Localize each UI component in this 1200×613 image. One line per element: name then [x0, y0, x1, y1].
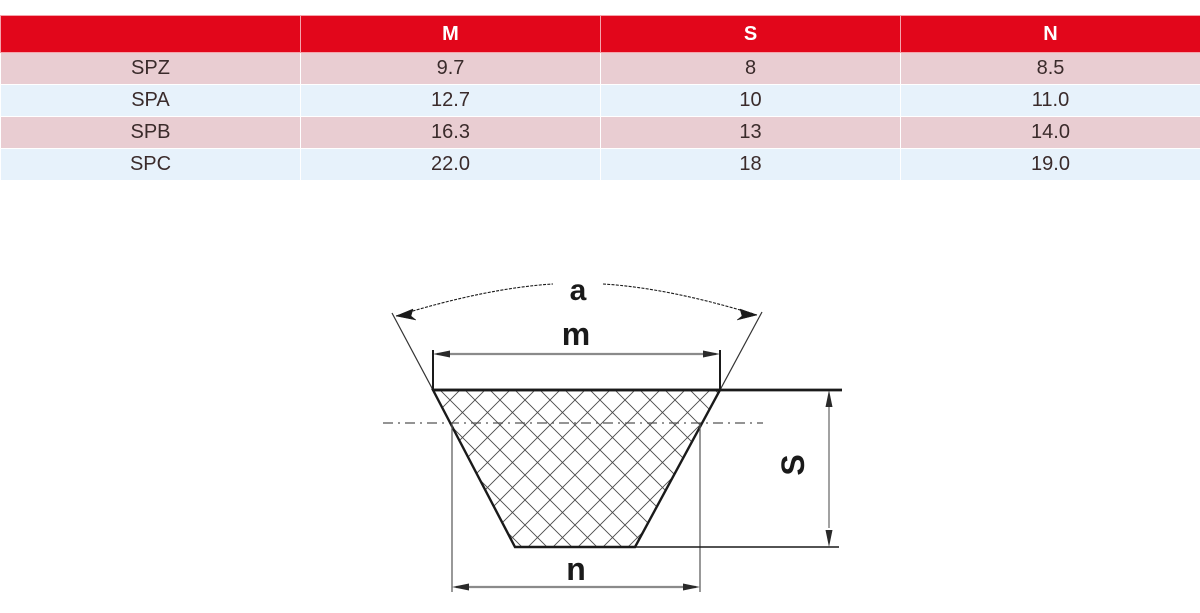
svg-text:S: S: [775, 454, 811, 475]
svg-text:m: m: [562, 316, 590, 352]
svg-text:n: n: [566, 551, 586, 587]
svg-text:a: a: [570, 274, 587, 307]
